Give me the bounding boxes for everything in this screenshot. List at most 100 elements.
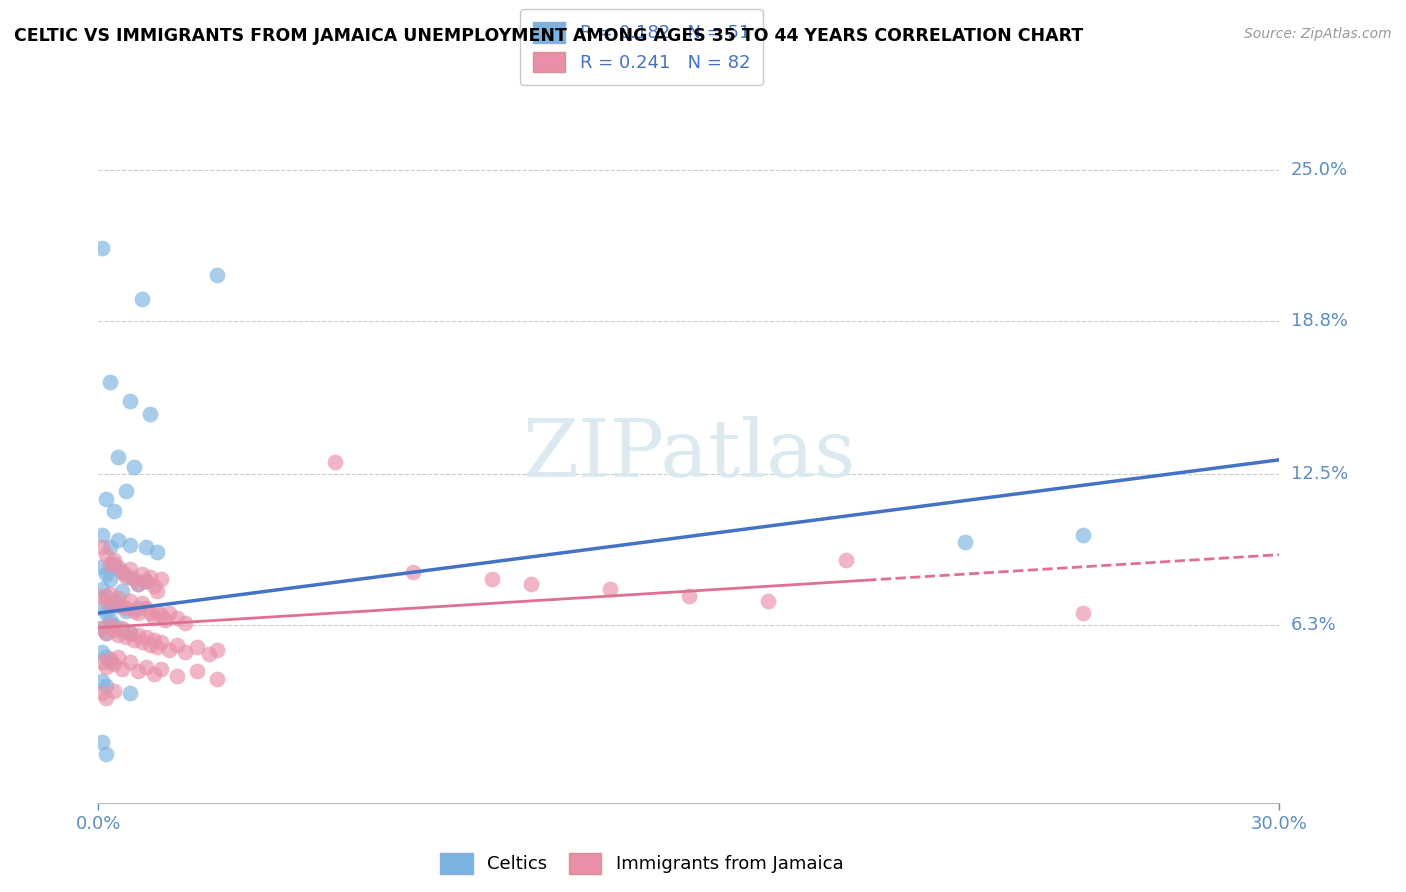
Point xyxy=(174,615,197,630)
Point xyxy=(96,606,118,620)
Point xyxy=(131,596,153,610)
Point xyxy=(96,659,118,673)
Point xyxy=(150,635,173,649)
Point xyxy=(118,625,141,640)
Point xyxy=(111,599,134,613)
Point xyxy=(150,662,173,676)
Point xyxy=(186,640,208,654)
Point xyxy=(146,584,169,599)
Point xyxy=(118,562,141,576)
Point xyxy=(118,594,141,608)
Point xyxy=(103,684,125,698)
Point xyxy=(481,572,503,586)
Point xyxy=(402,565,425,579)
Point xyxy=(115,484,138,499)
Point xyxy=(107,450,129,465)
Point xyxy=(1071,606,1094,620)
Point xyxy=(135,601,157,615)
Point xyxy=(138,606,160,620)
Point xyxy=(91,645,114,659)
Point xyxy=(98,375,121,389)
Point xyxy=(146,604,169,618)
Point xyxy=(146,640,169,654)
Point xyxy=(98,586,121,600)
Point xyxy=(107,591,129,606)
Point xyxy=(96,649,118,664)
Point xyxy=(96,747,118,761)
Point xyxy=(96,679,118,693)
Point xyxy=(150,572,173,586)
Point xyxy=(98,652,121,666)
Point xyxy=(953,535,976,549)
Point xyxy=(103,558,125,572)
Point xyxy=(122,460,145,475)
Point xyxy=(142,611,165,625)
Point xyxy=(1071,528,1094,542)
Point xyxy=(111,623,134,637)
Point xyxy=(127,577,149,591)
Point xyxy=(103,594,125,608)
Point xyxy=(122,632,145,647)
Text: ZIPatlas: ZIPatlas xyxy=(522,416,856,494)
Point xyxy=(103,552,125,566)
Point xyxy=(127,601,149,615)
Point xyxy=(118,569,141,583)
Point xyxy=(166,669,188,683)
Point xyxy=(323,455,346,469)
Point xyxy=(118,625,141,640)
Point xyxy=(205,642,228,657)
Point xyxy=(91,528,114,542)
Point xyxy=(96,594,118,608)
Point xyxy=(98,613,121,627)
Point xyxy=(142,579,165,593)
Point xyxy=(205,672,228,686)
Point xyxy=(98,596,121,610)
Point xyxy=(111,565,134,579)
Point xyxy=(118,394,141,409)
Point xyxy=(91,686,114,700)
Point xyxy=(103,623,125,637)
Text: 18.8%: 18.8% xyxy=(1291,312,1347,330)
Text: CELTIC VS IMMIGRANTS FROM JAMAICA UNEMPLOYMENT AMONG AGES 35 TO 44 YEARS CORRELA: CELTIC VS IMMIGRANTS FROM JAMAICA UNEMPL… xyxy=(14,27,1083,45)
Point xyxy=(135,574,157,589)
Point xyxy=(91,621,114,635)
Point xyxy=(127,606,149,620)
Point xyxy=(107,649,129,664)
Point xyxy=(127,628,149,642)
Point xyxy=(197,648,219,662)
Point xyxy=(91,559,114,574)
Point xyxy=(150,608,173,623)
Point xyxy=(174,645,197,659)
Point xyxy=(131,635,153,649)
Point xyxy=(107,628,129,642)
Point xyxy=(91,241,114,255)
Point xyxy=(756,594,779,608)
Point xyxy=(91,541,114,555)
Point xyxy=(142,632,165,647)
Point xyxy=(96,589,118,603)
Point xyxy=(135,631,157,645)
Point xyxy=(96,625,118,640)
Point xyxy=(115,631,138,645)
Point xyxy=(98,618,121,632)
Point xyxy=(142,666,165,681)
Point xyxy=(107,533,129,547)
Point xyxy=(135,574,157,589)
Point xyxy=(91,589,114,603)
Point xyxy=(157,606,180,620)
Point xyxy=(122,572,145,586)
Point xyxy=(111,565,134,579)
Point xyxy=(127,665,149,679)
Point xyxy=(115,601,138,615)
Point xyxy=(520,577,543,591)
Point xyxy=(678,589,700,603)
Point xyxy=(91,735,114,749)
Point xyxy=(157,642,180,657)
Point xyxy=(96,491,118,506)
Point xyxy=(103,657,125,672)
Point xyxy=(91,621,114,635)
Point xyxy=(98,541,121,555)
Point xyxy=(111,584,134,599)
Point xyxy=(131,567,153,582)
Point xyxy=(127,577,149,591)
